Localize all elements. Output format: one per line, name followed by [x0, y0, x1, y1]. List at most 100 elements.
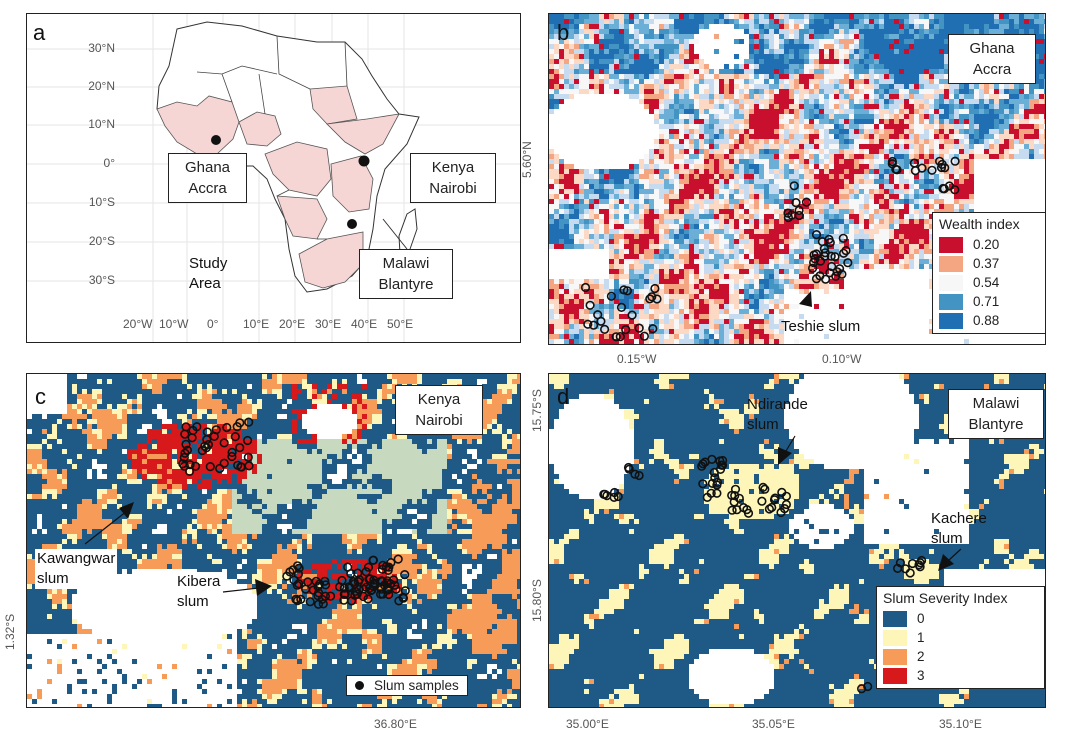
slum-points-b — [580, 156, 960, 342]
slum-sample-point — [837, 269, 847, 279]
slum-sample-point — [386, 558, 396, 568]
slum-sample-point — [606, 291, 617, 301]
slum-sample-point — [907, 558, 918, 569]
teshie-slum-label: Teshie slum — [781, 318, 861, 335]
slum-sample-point — [185, 466, 195, 476]
slum-sample-point — [887, 156, 898, 167]
slum-sample-point — [647, 292, 657, 302]
slum-sample-point — [352, 589, 362, 599]
slum-sample-point — [185, 460, 195, 470]
slum-sample-point — [321, 580, 331, 590]
lon-tick: 10°E — [243, 317, 270, 331]
slum-sample-point — [585, 300, 595, 310]
slum-sample-point — [839, 248, 849, 258]
panel-b-map: b Ghana Accra Teshie slum Wealth index 0… — [548, 13, 1046, 345]
slum-sample-point — [783, 208, 793, 218]
kenya-nairobi-callout: Kenya Nairobi — [410, 153, 496, 203]
slum-sample-point — [611, 332, 621, 342]
legend-swatch — [883, 667, 907, 684]
slum-sample-point — [727, 490, 737, 500]
slum-sample-point — [382, 584, 393, 594]
slum-sample-point — [398, 593, 409, 603]
study-area-label: Study Area — [189, 255, 228, 292]
slum-sample-point — [938, 183, 948, 194]
legend-value: 3 — [917, 668, 925, 683]
slum-sample-point — [832, 267, 842, 277]
legend-row: 0.88 — [939, 311, 1044, 330]
lat-tick: 20°N — [88, 79, 115, 93]
slum-sample-point — [826, 251, 836, 261]
kawangwar-slum-label: Kawangwar slum — [35, 549, 118, 589]
panel-d-x-tick-1: 35.00°E — [566, 717, 609, 731]
slum-sample-point — [770, 493, 780, 503]
lon-tick: 30°E — [315, 317, 342, 331]
legend-value: 0.88 — [973, 313, 1000, 328]
slum-sample-point — [346, 569, 356, 579]
slum-sample-point — [400, 570, 410, 580]
blantyre-dot — [347, 219, 357, 229]
slum-sample-point — [588, 320, 599, 330]
panel-a-map: a Ghana Accra Kenya Nairobi Malawi Blant… — [26, 13, 521, 343]
slum-sample-point — [707, 478, 717, 488]
legend-value: 0 — [917, 611, 925, 626]
legend-row: 0.54 — [939, 273, 1044, 292]
lon-tick: 20°E — [279, 317, 306, 331]
slum-sample-point — [179, 452, 189, 463]
slum-sample-point — [895, 558, 906, 568]
nairobi-dot — [358, 155, 370, 167]
slum-sample-point — [794, 210, 804, 221]
slum-sample-point — [630, 469, 640, 479]
panel-d-y-tick-1: 15.75°S — [530, 389, 544, 432]
samples-legend-label: Slum samples — [374, 678, 459, 693]
legend-row: 3 — [883, 666, 1038, 685]
slum-sample-point — [364, 583, 375, 593]
lon-tick: 20°W — [123, 317, 153, 331]
lat-tick: 20°S — [88, 234, 115, 248]
slum-sample-point — [781, 499, 791, 510]
slum-sample-point — [393, 554, 403, 564]
slum-sample-point — [202, 427, 212, 437]
slum-sample-point — [838, 233, 848, 243]
slum-sample-point — [391, 584, 401, 594]
legend-swatch — [939, 312, 963, 329]
slum-sample-point — [698, 479, 708, 489]
slum-sample-point — [743, 508, 754, 518]
slum-sample-point — [314, 588, 324, 598]
slum-sample-point — [700, 457, 710, 467]
legend-swatch — [883, 629, 907, 646]
slum-sample-point — [863, 681, 873, 692]
sample-dot-icon — [355, 681, 364, 690]
accra-dot — [211, 135, 221, 145]
slum-sample-point — [368, 555, 379, 565]
slum-sample-point — [909, 158, 920, 168]
legend-value: 0.54 — [973, 275, 1000, 290]
legend-swatch — [939, 274, 963, 291]
legend-swatch — [939, 293, 963, 310]
slum-sample-point — [599, 324, 610, 335]
legend-swatch — [883, 648, 907, 665]
slum-sample-point — [335, 582, 345, 592]
slum-sample-point — [389, 575, 399, 585]
slum-sample-point — [825, 237, 835, 248]
panel-b-label: b — [557, 20, 570, 45]
slum-sample-point — [811, 249, 822, 259]
madagascar — [398, 208, 418, 255]
slum-sample-point — [326, 591, 336, 601]
legend-row: 0.71 — [939, 292, 1044, 311]
slum-sample-point — [593, 310, 603, 320]
slum-sample-point — [801, 197, 812, 207]
slum-sample-point — [698, 459, 708, 469]
slum-sample-point — [378, 589, 388, 599]
slum-sample-point — [291, 594, 301, 604]
slum-sample-point — [296, 594, 306, 604]
slum-sample-point — [583, 319, 593, 329]
teshie-arrow — [799, 291, 812, 307]
panel-c-y-tick: 1.32°S — [3, 613, 17, 650]
lat-tick: 30°N — [88, 41, 115, 55]
slum-sample-point — [712, 480, 722, 490]
slum-sample-point — [181, 439, 191, 449]
severity-legend-title: Slum Severity Index — [883, 590, 1008, 606]
africa-map — [27, 14, 520, 342]
slum-sample-point — [891, 164, 901, 174]
lon-tick: 50°E — [387, 317, 414, 331]
